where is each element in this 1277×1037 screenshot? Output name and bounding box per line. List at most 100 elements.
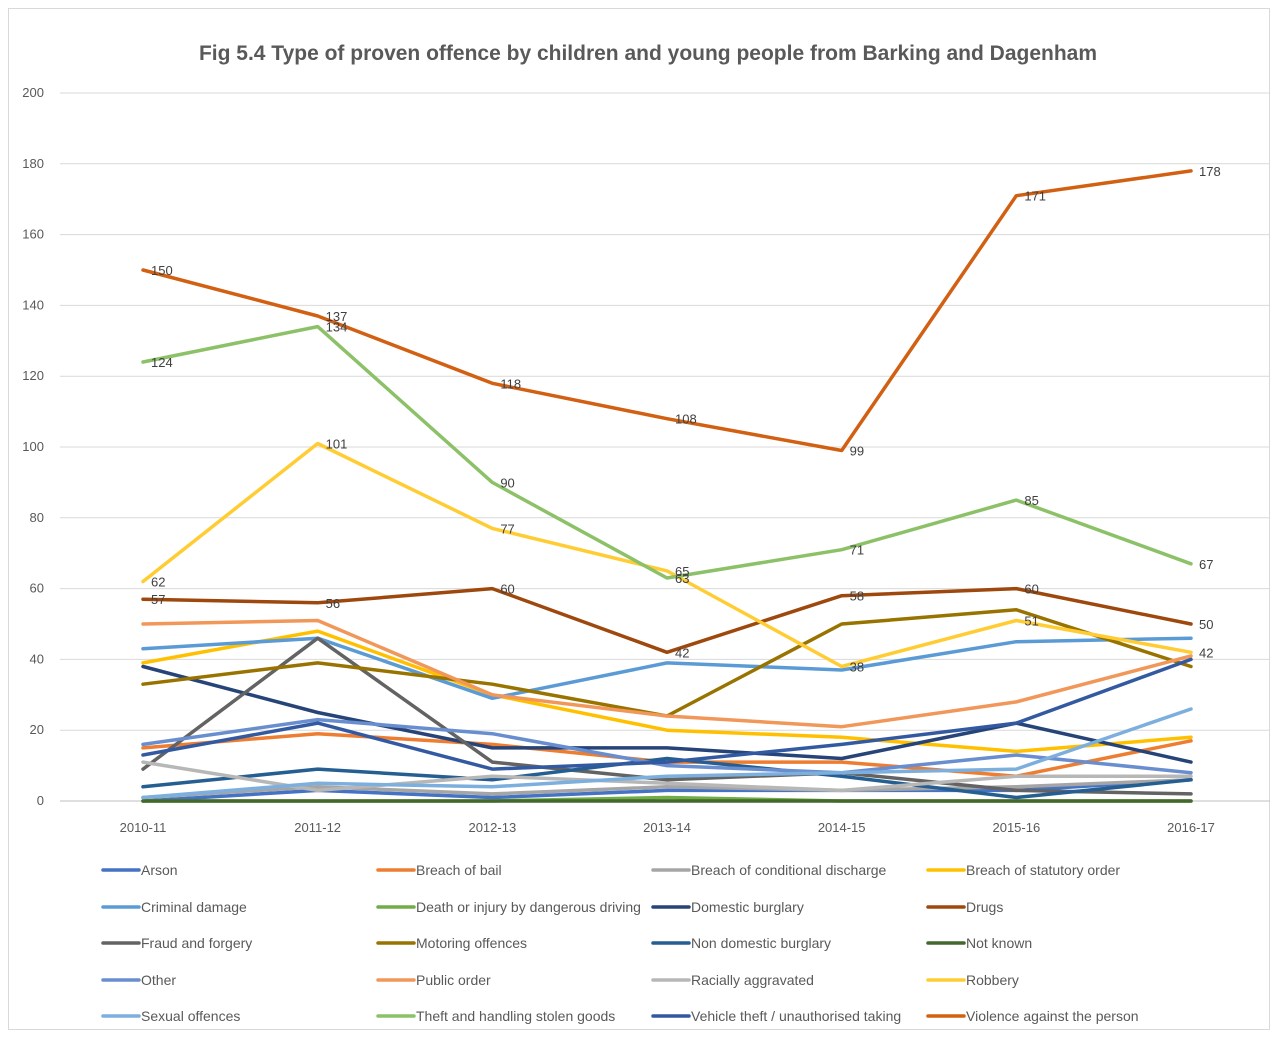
legend-label: Motoring offences	[416, 935, 527, 951]
legend-label: Violence against the person	[966, 1008, 1139, 1024]
legend-label: Arson	[141, 862, 178, 878]
legend-label: Fraud and forgery	[141, 935, 252, 951]
data-label: 101	[326, 436, 348, 451]
legend-label: Not known	[966, 935, 1032, 951]
data-label: 65	[675, 564, 689, 579]
x-tick-label: 2015-16	[992, 820, 1040, 835]
data-label: 134	[326, 320, 348, 335]
legend-item: Not known	[926, 935, 1032, 951]
data-label: 60	[500, 582, 514, 597]
data-label: 60	[1024, 582, 1038, 597]
legend-item: Violence against the person	[926, 1008, 1139, 1024]
legend-label: Public order	[416, 972, 491, 988]
series-line-19	[141, 169, 1193, 453]
series-line-8	[141, 636, 1193, 796]
legend-item: Death or injury by dangerous driving	[376, 899, 641, 915]
legend-label: Death or injury by dangerous driving	[416, 899, 641, 915]
legend-label: Domestic burglary	[691, 899, 804, 915]
legend-item: Other	[101, 972, 176, 988]
legend: Arson Breach of bail Breach of conditional…	[101, 862, 1139, 1024]
y-tick-label: 160	[22, 227, 44, 242]
data-label: 67	[1199, 557, 1213, 572]
data-label: 56	[326, 596, 340, 611]
data-label: 99	[850, 444, 864, 459]
legend-item: Breach of statutory order	[926, 862, 1120, 878]
legend-label: Robbery	[966, 972, 1019, 988]
legend-item: Racially aggravated	[651, 972, 814, 988]
data-label: 51	[1024, 613, 1038, 628]
series-line-2	[141, 778, 1193, 800]
legend-label: Other	[141, 972, 176, 988]
y-axis-ticks: 0 20 40 60 80 100 120 140 160 180 200	[22, 85, 44, 808]
y-tick-label: 40	[30, 651, 44, 666]
data-labels: 57 56 60 42 58 60 50 62 101 77 65 38 51 42 124 134 90 63 7…	[151, 164, 1221, 675]
data-label: 85	[1024, 493, 1038, 508]
chart-frame	[8, 8, 1270, 1030]
legend-item: Robbery	[926, 972, 1019, 988]
legend-item: Drugs	[926, 899, 1003, 915]
legend-item: Theft and handling stolen goods	[376, 1008, 615, 1024]
legend-item: Vehicle theft / unauthorised taking	[651, 1008, 901, 1024]
data-label: 137	[326, 309, 348, 324]
legend-label: Racially aggravated	[691, 972, 814, 988]
data-label: 124	[151, 355, 173, 370]
legend-item: Arson	[101, 862, 178, 878]
y-tick-label: 80	[30, 510, 44, 525]
legend-item: Breach of bail	[376, 862, 502, 878]
y-tick-label: 200	[22, 85, 44, 100]
series-line-12	[141, 717, 1193, 775]
series-line-4	[141, 636, 1193, 701]
data-label: 90	[500, 475, 514, 490]
y-tick-label: 140	[22, 297, 44, 312]
data-label: 118	[500, 376, 521, 391]
legend-label: Criminal damage	[141, 899, 247, 915]
x-axis-ticks: 2010-11 2011-12 2012-13 2013-14 2014-15 2015-…	[120, 820, 1215, 835]
series-lines	[141, 169, 1193, 803]
series-line-15	[141, 441, 1193, 669]
x-tick-label: 2012-13	[468, 820, 516, 835]
legend-item: Breach of conditional discharge	[651, 862, 887, 878]
x-tick-label: 2016-17	[1167, 820, 1215, 835]
data-label: 58	[850, 589, 864, 604]
data-label: 63	[675, 571, 689, 586]
y-tick-label: 20	[30, 722, 44, 737]
x-tick-label: 2013-14	[643, 820, 691, 835]
x-tick-label: 2011-12	[294, 820, 341, 835]
y-tick-label: 120	[22, 368, 44, 383]
legend-label: Non domestic burglary	[691, 935, 831, 951]
y-tick-label: 0	[37, 793, 44, 808]
chart-title: Fig 5.4 Type of proven offence by childr…	[199, 42, 1097, 65]
y-tick-label: 180	[22, 156, 44, 171]
data-label: 50	[1199, 617, 1213, 632]
data-label: 178	[1199, 164, 1221, 179]
data-label: 57	[151, 592, 165, 607]
x-tick-label: 2014-15	[818, 820, 866, 835]
data-label: 38	[850, 659, 864, 674]
legend-item: Motoring offences	[376, 935, 527, 951]
legend-item: Non domestic burglary	[651, 935, 831, 951]
data-label: 42	[675, 645, 689, 660]
data-label: 171	[1024, 189, 1046, 204]
legend-label: Sexual offences	[141, 1008, 240, 1024]
y-tick-label: 60	[30, 581, 44, 596]
legend-label: Drugs	[966, 899, 1003, 915]
legend-label: Breach of conditional discharge	[691, 862, 887, 878]
series-line-13	[141, 618, 1193, 729]
legend-label: Breach of statutory order	[966, 862, 1120, 878]
series-line-10	[141, 756, 1193, 800]
data-label: 150	[151, 263, 173, 278]
legend-item: Criminal damage	[101, 899, 247, 915]
data-label: 42	[1199, 645, 1213, 660]
legend-item: Public order	[376, 972, 491, 988]
data-label: 62	[151, 575, 165, 590]
legend-item: Domestic burglary	[651, 899, 804, 915]
legend-label: Theft and handling stolen goods	[416, 1008, 615, 1024]
data-label: 108	[675, 412, 697, 427]
y-tick-label: 100	[22, 439, 44, 454]
legend-label: Vehicle theft / unauthorised taking	[691, 1008, 901, 1024]
series-line-18	[141, 657, 1193, 771]
data-label: 77	[500, 521, 514, 536]
legend-label: Breach of bail	[416, 862, 502, 878]
series-line-3	[141, 629, 1193, 754]
legend-item: Fraud and forgery	[101, 935, 252, 951]
